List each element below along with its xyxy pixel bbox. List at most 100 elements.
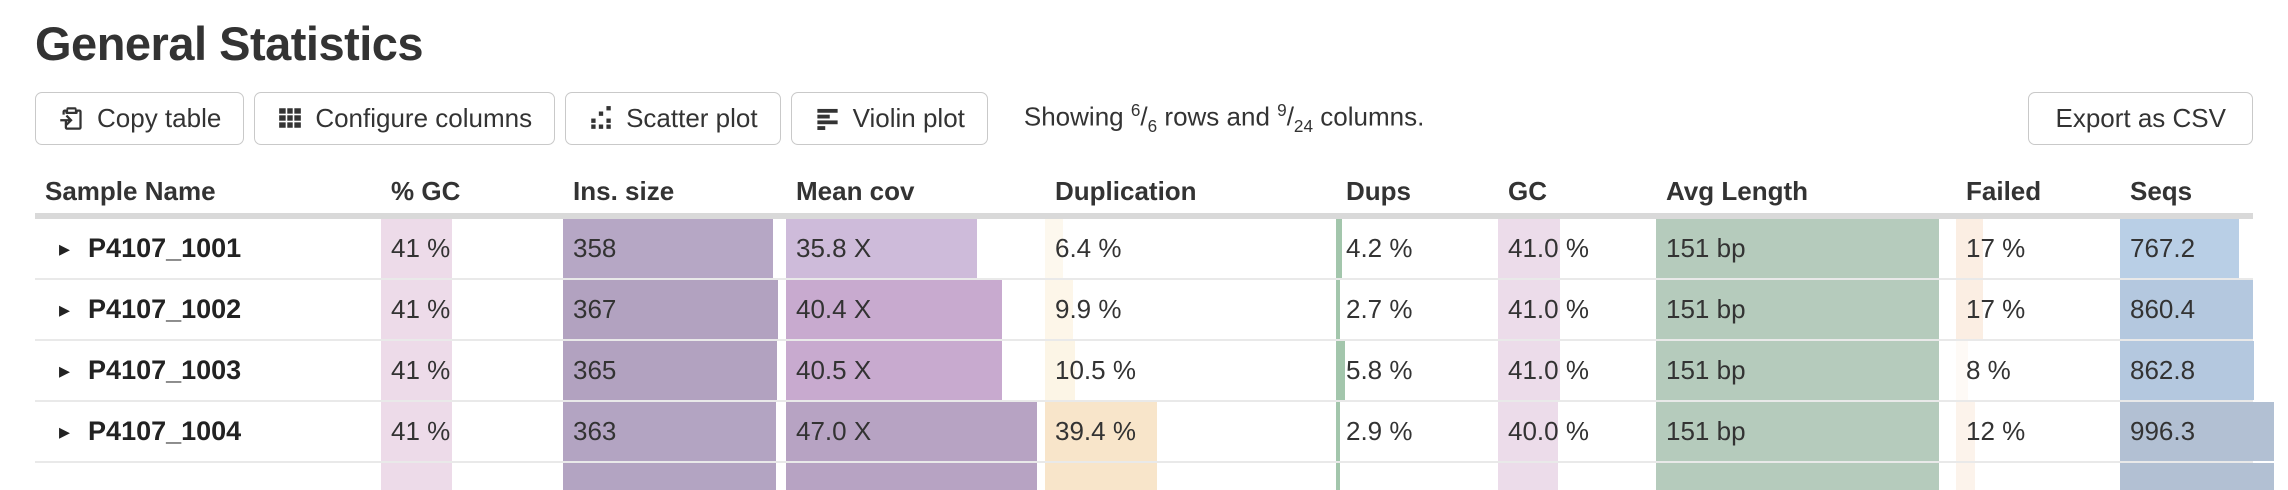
cell-pct_gc: [381, 463, 555, 490]
value-bar: [2120, 219, 2240, 278]
value-bar: [563, 219, 773, 278]
value-bar: [381, 463, 453, 490]
table-row: ▸ P4107_1001 41 % 358 35.8 X 6.4 % 4.2 % 41.0 %…: [35, 219, 2253, 280]
table-row: ▸ P4107_1003 41 % 365 40.5 X 10.5 % 5.8 % 41.0 …: [35, 341, 2254, 402]
scatter-plot-button[interactable]: Scatter plot: [565, 91, 781, 145]
copy-table-button[interactable]: Copy table: [35, 91, 245, 145]
sample-name: P4107_1003: [88, 355, 242, 385]
column-header-mean_cov[interactable]: Mean cov: [796, 175, 915, 206]
sample-name: P4107_1001: [88, 233, 242, 263]
row-expand-toggle-icon[interactable]: ▸: [59, 235, 71, 261]
sample-name: P4107_1004: [88, 416, 242, 446]
showing-summary: Showing 6/6 rows and 9/24 columns.: [1023, 99, 1425, 136]
cell-value: 41.0 %: [1508, 355, 1589, 385]
cell-sample: ▸ P4107_1003: [35, 341, 373, 400]
value-bar: [1956, 463, 1975, 490]
cell-dups: 2.7 %: [1336, 280, 1490, 339]
sample-name: P4107_1002: [88, 294, 242, 324]
table-body: ▸ P4107_1001 41 % 358 35.8 X 6.4 % 4.2 % 41.0 %…: [35, 219, 2275, 490]
cell-avg_length: 151 bp: [1656, 280, 1948, 339]
column-header-duplication[interactable]: Duplication: [1055, 175, 1197, 206]
value-bar: [1956, 280, 1983, 339]
value-bar: [1498, 463, 1558, 490]
row-expand-toggle-icon[interactable]: ▸: [59, 296, 71, 322]
cell-seqs: 860.4: [2120, 280, 2275, 339]
cell-sample: ▸ P4107_1001: [35, 219, 373, 278]
table-row: ▸ P4107_1002 41 % 367 40.4 X 9.9 % 2.7 % 41.0 %…: [35, 280, 2254, 341]
value-bar: [1336, 219, 1343, 278]
violin-plot-button[interactable]: Violin plot: [790, 91, 988, 145]
column-header-dups[interactable]: Dups: [1346, 175, 1411, 206]
cell-value: 41.0 %: [1508, 233, 1589, 263]
cell-value: 47.0 X: [796, 416, 872, 446]
value-bar: [1956, 341, 1969, 400]
table-row: ▸ P4107_1004 41 % 363 47.0 X 39.4 % 2.9 % 40.0 …: [35, 402, 2275, 463]
rows-total-count: 6: [1147, 115, 1158, 136]
value-bar: [786, 280, 1002, 339]
cell-avg_length: [1656, 463, 1948, 490]
cell-avg_length: 151 bp: [1656, 341, 1948, 400]
cell-ins_size: 363: [563, 402, 778, 461]
cell-value: 17 %: [1966, 233, 2026, 263]
violin-plot-label: Violin plot: [852, 102, 965, 133]
cell-value: 41 %: [391, 233, 451, 263]
row-expand-toggle-icon[interactable]: ▸: [59, 418, 71, 444]
cell-gc: 40.0 %: [1498, 402, 1648, 461]
column-header-pct_gc[interactable]: % GC: [391, 175, 461, 206]
value-bar: [1336, 463, 1341, 490]
cell-value: 17 %: [1966, 294, 2026, 324]
cell-pct_gc: 41 %: [381, 280, 555, 339]
value-bar: [2120, 341, 2254, 400]
column-header-failed[interactable]: Failed: [1966, 175, 2042, 206]
rows-shown-count: 6: [1130, 99, 1141, 120]
cell-failed: 8 %: [1956, 341, 2112, 400]
cell-value: 12 %: [1966, 416, 2026, 446]
cell-sample: [35, 463, 373, 490]
table-toolbar: Copy table Configure columns Scatter: [35, 91, 2253, 145]
value-bar: [2120, 463, 2275, 490]
cell-sample: ▸ P4107_1004: [35, 402, 373, 461]
column-header-seqs[interactable]: Seqs: [2130, 175, 2193, 206]
cell-value: 39.4 %: [1055, 416, 1136, 446]
cell-value: 996.3: [2130, 416, 2196, 446]
column-header-avg_length[interactable]: Avg Length: [1666, 175, 1809, 206]
grid-icon: [277, 105, 303, 131]
cell-value: 151 bp: [1666, 355, 1746, 385]
cell-duplication: 10.5 %: [1045, 341, 1328, 400]
cell-gc: 41.0 %: [1498, 280, 1648, 339]
cell-value: 367: [573, 294, 617, 324]
configure-columns-button[interactable]: Configure columns: [254, 91, 556, 145]
showing-suffix: columns.: [1320, 101, 1425, 132]
value-bar: [1956, 402, 1975, 461]
cell-value: 41 %: [391, 294, 451, 324]
cell-failed: 12 %: [1956, 402, 2112, 461]
column-header-gc[interactable]: GC: [1508, 175, 1547, 206]
cell-mean_cov: 40.4 X: [786, 280, 1037, 339]
configure-columns-label: Configure columns: [315, 102, 533, 133]
cell-value: 4.2 %: [1346, 233, 1413, 263]
value-bar: [563, 463, 776, 490]
cols-total-count: 24: [1293, 115, 1314, 136]
cell-value: 767.2: [2130, 233, 2196, 263]
value-bar: [1656, 341, 1940, 400]
cell-avg_length: 151 bp: [1656, 402, 1948, 461]
value-bar: [1336, 402, 1341, 461]
value-bar: [1498, 219, 1560, 278]
export-csv-button[interactable]: Export as CSV: [2028, 91, 2253, 145]
cell-ins_size: [563, 463, 778, 490]
value-bar: [1498, 402, 1558, 461]
clipboard-icon: [58, 105, 85, 132]
row-expand-toggle-icon[interactable]: ▸: [59, 357, 71, 383]
value-bar: [786, 402, 1037, 461]
cell-value: 151 bp: [1666, 294, 1746, 324]
showing-middle: rows and: [1164, 101, 1270, 132]
cell-failed: 17 %: [1956, 280, 2112, 339]
value-bar: [786, 219, 977, 278]
cell-dups: 4.2 %: [1336, 219, 1490, 278]
value-bar: [381, 402, 453, 461]
cell-value: 40.4 X: [796, 294, 872, 324]
value-bar: [786, 463, 1037, 490]
value-bar: [1656, 280, 1940, 339]
column-header-ins_size[interactable]: Ins. size: [573, 175, 675, 206]
column-header-sample[interactable]: Sample Name: [45, 175, 216, 206]
